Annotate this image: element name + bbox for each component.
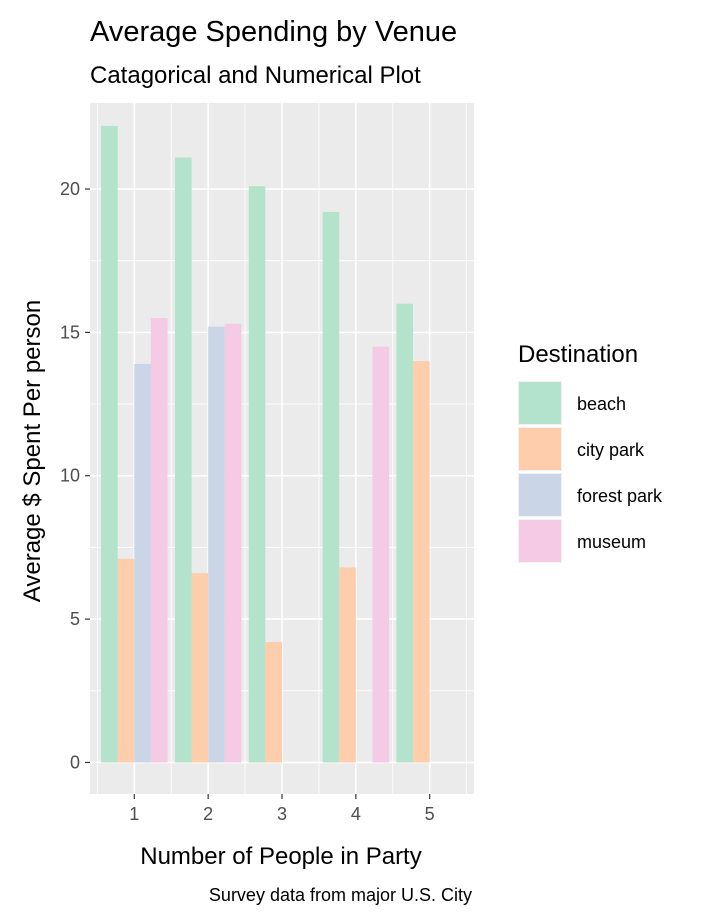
bar-beach-2 bbox=[174, 157, 192, 763]
x-tick-label: 5 bbox=[425, 804, 435, 824]
legend-label: museum bbox=[577, 532, 646, 552]
chart-title: Average Spending by Venue bbox=[90, 16, 457, 48]
bar-city-park-4 bbox=[339, 567, 356, 763]
bar-forest-park-1 bbox=[134, 363, 151, 763]
legend: beach city park forest park museum bbox=[518, 381, 663, 563]
y-axis-title: Average $ Spent Per person bbox=[19, 300, 46, 602]
y-tick-label: 0 bbox=[70, 752, 80, 772]
bar-city-park-1 bbox=[117, 558, 135, 763]
bars bbox=[101, 125, 430, 763]
x-axis-ticks: 1 2 3 4 5 bbox=[129, 794, 435, 824]
legend-label: forest park bbox=[577, 486, 663, 506]
legend-label: beach bbox=[577, 394, 626, 414]
legend-swatch-museum bbox=[519, 520, 561, 562]
bar-beach-1 bbox=[101, 125, 118, 763]
x-axis-title: Number of People in Party bbox=[140, 843, 421, 870]
legend-title: Destination bbox=[518, 341, 638, 368]
chart-caption: Survey data from major U.S. City bbox=[209, 885, 472, 905]
legend-swatch-city-park bbox=[519, 428, 561, 470]
bar-city-park-2 bbox=[191, 573, 209, 763]
bar-museum-2 bbox=[224, 323, 242, 763]
x-tick-label: 2 bbox=[203, 804, 213, 824]
y-tick-label: 10 bbox=[60, 466, 80, 486]
bar-city-park-3 bbox=[265, 642, 282, 763]
bar-beach-3 bbox=[248, 186, 266, 763]
legend-swatch-forest-park bbox=[519, 474, 561, 516]
y-axis-ticks: 0 5 10 15 20 bbox=[60, 179, 90, 772]
x-tick-label: 1 bbox=[129, 804, 139, 824]
y-tick-label: 5 bbox=[70, 609, 80, 629]
y-tick-label: 15 bbox=[60, 322, 80, 342]
bar-beach-4 bbox=[322, 211, 340, 763]
legend-swatch-beach bbox=[519, 382, 561, 424]
bar-museum-1 bbox=[150, 318, 168, 763]
y-tick-label: 20 bbox=[60, 179, 80, 199]
x-tick-label: 4 bbox=[351, 804, 361, 824]
bar-city-park-5 bbox=[413, 361, 430, 763]
bar-museum-4 bbox=[372, 346, 390, 763]
legend-label: city park bbox=[577, 440, 645, 460]
x-tick-label: 3 bbox=[277, 804, 287, 824]
bar-forest-park-2 bbox=[208, 326, 225, 763]
chart-subtitle: Catagorical and Numerical Plot bbox=[90, 62, 421, 89]
bar-beach-5 bbox=[396, 303, 414, 763]
